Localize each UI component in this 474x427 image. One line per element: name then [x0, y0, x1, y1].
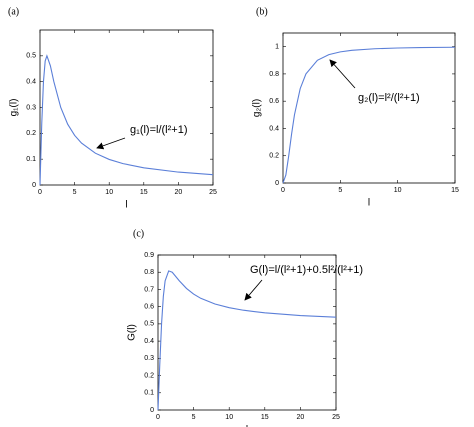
- line: [282, 46, 456, 184]
- plot-frame: [282, 32, 456, 184]
- plot-frame: [157, 254, 337, 411]
- y-tick-label: 0.4: [26, 79, 36, 86]
- annotation: g₁(l)=l/(l²+1): [130, 124, 188, 136]
- annotation-arrow: [96, 137, 126, 150]
- x-tick-label: 15: [261, 414, 269, 421]
- panel-label: (c): [133, 228, 144, 239]
- y-tick-label: 0.4: [269, 125, 279, 132]
- annotation: G(l)=l/(l²+1)+0.5l²/(l²+1): [250, 264, 363, 276]
- x-axis-label: l: [246, 425, 248, 427]
- x-tick-label: 20: [297, 414, 305, 421]
- y-tick-label: 0.5: [26, 53, 36, 60]
- y-tick-label: 0.6: [144, 304, 154, 311]
- x-tick-label: 25: [332, 414, 340, 421]
- y-axis-label: G(l): [127, 324, 138, 341]
- y-tick-label: 0.7: [144, 286, 154, 293]
- y-tick-label: 0.2: [26, 130, 36, 137]
- y-tick-label: 0.8: [144, 269, 154, 276]
- line: [157, 270, 337, 411]
- x-tick-label: 10: [394, 187, 402, 194]
- line: [39, 54, 214, 186]
- y-tick-label: 0.3: [26, 104, 36, 111]
- x-tick-label: 20: [175, 189, 183, 196]
- y-tick-label: 0: [150, 407, 154, 414]
- x-tick-label: 25: [209, 189, 217, 196]
- x-tick-label: 10: [225, 414, 233, 421]
- x-tick-label: 15: [140, 189, 148, 196]
- x-axis-label: l: [368, 198, 370, 209]
- x-axis-label: l: [125, 200, 127, 211]
- y-tick-label: 0: [32, 182, 36, 189]
- y-tick-label: 0.2: [144, 372, 154, 379]
- x-tick-label: 0: [156, 414, 160, 421]
- x-tick-label: 5: [192, 414, 196, 421]
- y-tick-label: 0.1: [26, 156, 36, 163]
- y-tick-label: 0.3: [144, 355, 154, 362]
- y-tick-label: 0.9: [144, 252, 154, 259]
- x-tick-label: 5: [73, 189, 77, 196]
- y-tick-label: 1: [275, 43, 279, 50]
- y-axis-label: g₂(l): [252, 99, 263, 117]
- y-tick-label: 0.6: [269, 98, 279, 105]
- panel-label: (b): [256, 6, 268, 17]
- y-tick-label: 0.1: [144, 390, 154, 397]
- y-tick-label: 0: [275, 180, 279, 187]
- x-tick-label: 5: [338, 187, 342, 194]
- y-tick-label: 0.8: [269, 71, 279, 78]
- annotation: g₂(l)=l²/(l²+1): [358, 92, 420, 104]
- plot-frame: [39, 29, 214, 186]
- panel-label: (a): [8, 6, 19, 17]
- y-axis-label: g₁(l): [9, 99, 20, 117]
- x-tick-label: 0: [38, 189, 42, 196]
- x-tick-label: 10: [105, 189, 113, 196]
- annotation-arrow: [244, 279, 263, 301]
- x-tick-label: 0: [281, 187, 285, 194]
- annotation-arrow: [329, 59, 356, 89]
- y-tick-label: 0.4: [144, 338, 154, 345]
- y-tick-label: 0.5: [144, 321, 154, 328]
- x-tick-label: 15: [451, 187, 459, 194]
- y-tick-label: 0.2: [269, 153, 279, 160]
